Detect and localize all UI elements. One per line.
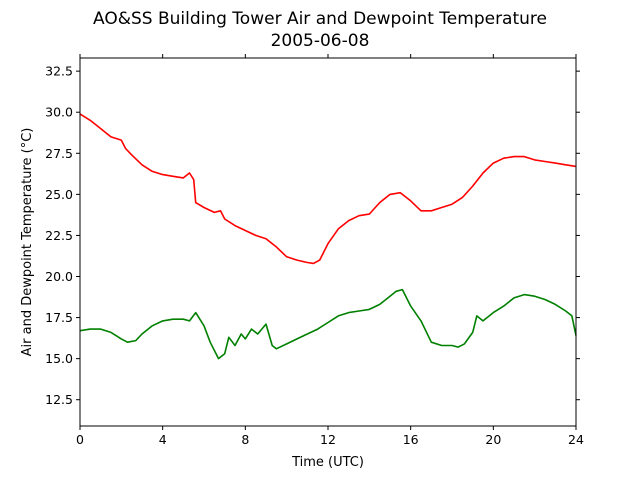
y-tick-label: 27.5 [45, 146, 73, 161]
x-tick-label: 4 [159, 432, 167, 447]
x-tick-label: 20 [485, 432, 501, 447]
plot-frame [79, 57, 577, 427]
x-tick-label: 8 [241, 432, 249, 447]
x-tick-label: 0 [76, 432, 84, 447]
y-tick-label: 20.0 [45, 269, 73, 284]
y-tick-label: 17.5 [45, 310, 73, 325]
series-layer [79, 113, 577, 360]
y-axis-label: Air and Dewpoint Temperature (°C) [20, 128, 35, 357]
y-tick-label: 32.5 [45, 64, 73, 79]
x-tick-label: 12 [320, 432, 336, 447]
chart-title: AO&SS Building Tower Air and Dewpoint Te… [93, 9, 547, 29]
x-axis: 0 4 8 12 16 20 24 [76, 54, 584, 447]
x-axis-label: Time (UTC) [291, 455, 364, 470]
x-tick-label: 24 [568, 432, 584, 447]
y-tick-label: 25.0 [45, 187, 73, 202]
y-tick-label: 15.0 [45, 351, 73, 366]
series-line-2 [79, 288, 577, 360]
y-axis: 12.5 15.0 17.5 20.0 22.5 25.0 27.5 30.0 32.5 [45, 64, 580, 407]
y-tick-label: 30.0 [45, 105, 73, 120]
y-tick-label: 12.5 [45, 392, 73, 407]
series-line-1 [79, 113, 577, 265]
x-tick-label: 16 [403, 432, 419, 447]
chart-subtitle: 2005-06-08 [271, 31, 370, 51]
y-tick-label: 22.5 [45, 228, 73, 243]
